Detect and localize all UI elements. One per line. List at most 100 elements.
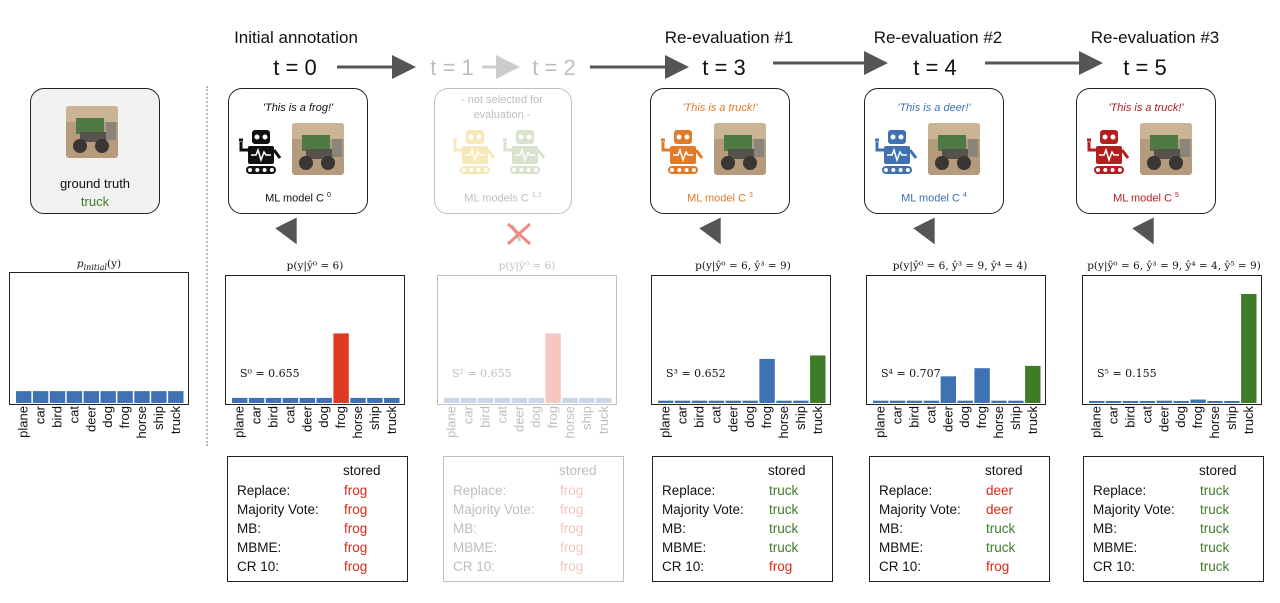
bar-truck [1241, 293, 1257, 403]
bar-bird [1122, 401, 1139, 403]
chart-panel: plane car bird cat deer dog frog horse ship truck [225, 275, 405, 439]
storage-table: stored Replace: truck Majority Vote: truck MB… [1083, 456, 1264, 582]
time-label: t = 0 [273, 55, 317, 80]
robot-body [661, 130, 704, 174]
table-row-value: frog [344, 521, 368, 536]
table-row-label: Majority Vote: [1093, 502, 1175, 517]
table-row-value: frog [986, 559, 1010, 574]
table-row-label: MB: [453, 521, 478, 536]
table-row-value: frog [560, 483, 584, 498]
table-row-value: frog [560, 540, 584, 555]
tick-label: deer [725, 405, 740, 432]
bar-dog [100, 391, 116, 403]
model-name: ML model C [687, 192, 746, 205]
tick-label: car [890, 405, 905, 424]
table-row-value: truck [1200, 559, 1230, 574]
table-row-value: truck [986, 521, 1016, 536]
tick-label: ship [151, 406, 166, 430]
table-row-label: MB: [662, 521, 687, 536]
tick-label: bird [1123, 406, 1138, 428]
bar-plane [1089, 401, 1105, 403]
tick-label: cat [923, 406, 938, 424]
tick-label: ship [367, 406, 382, 430]
bar-frog [759, 358, 775, 403]
tick-label: deer [1156, 405, 1171, 432]
robot-body [453, 130, 496, 174]
time-label: t = 5 [1123, 55, 1167, 80]
table-row-label: CR 10: [237, 559, 280, 574]
table-row-label: MBME: [453, 540, 498, 555]
bar-cat [66, 391, 83, 403]
chart-formula: p(y|ŷ⁰ = 6, ŷ³ = 9, ŷ⁴ = 4, ŷ⁵ = 9) [1087, 260, 1261, 272]
tick-label: plane [232, 406, 247, 438]
chart-panel: plane car bird cat deer dog frog horse ship truck [9, 272, 189, 439]
tick-label: cat [494, 406, 509, 424]
prior-formula: pinitial(y) [10, 258, 188, 272]
model-note: - not selected for evaluation - [461, 94, 543, 121]
bar-deer [83, 391, 99, 403]
tick-label: deer [83, 405, 98, 432]
tick-label: bird [692, 406, 707, 428]
tick-label: ship [1224, 406, 1239, 430]
tick-label: car [675, 405, 690, 424]
table-header: stored [343, 463, 381, 478]
tick-label: horse [991, 406, 1006, 439]
bar-deer [511, 397, 527, 403]
robot-body [239, 130, 282, 174]
tick-label: cat [708, 406, 723, 424]
time-label: t = 4 [913, 55, 957, 80]
table-row-value: truck [1200, 521, 1230, 536]
stage-title: Re-evaluation #1 [664, 28, 794, 47]
robot-body [503, 130, 546, 174]
bar-car [248, 397, 265, 403]
bar-dog [1173, 401, 1189, 403]
model-quote: 'This is a frog!' [262, 102, 334, 114]
robot-icon [503, 130, 546, 174]
bar-plane [658, 400, 674, 403]
chart-formula: p(y|ŷ⁰ = 6, ŷ³ = 9) [695, 260, 791, 272]
time-label: t = 3 [702, 55, 746, 80]
tick-label: horse [562, 406, 577, 439]
storage-table: stored Replace: frog Majority Vote: frog MB: f… [227, 456, 408, 582]
table-row-label: MBME: [879, 540, 924, 555]
model-quote: 'This is a truck!' [1108, 102, 1184, 114]
tick-label: truck [384, 406, 399, 435]
tick-label: bird [50, 406, 65, 428]
prior-formula-main: p [76, 258, 84, 270]
storage-table: stored Replace: truck Majority Vote: truck MB… [652, 456, 833, 582]
storage-table: stored Replace: deer Majority Vote: deer MB: t… [869, 456, 1050, 582]
chart-formula: p(y|ŷ⁰ = 6) [498, 260, 556, 272]
bar-dog [742, 400, 758, 403]
bar-frog [117, 391, 133, 403]
model-quote: 'This is a truck!' [682, 102, 758, 114]
model-sup: 4 [963, 192, 967, 199]
tick-label: deer [511, 405, 526, 432]
bar-cat [282, 397, 299, 403]
stage-title: Re-evaluation #3 [1090, 28, 1220, 47]
table-header: stored [768, 463, 806, 478]
robot-body [1087, 130, 1130, 174]
tick-label: car [461, 405, 476, 424]
model-name: ML model C [265, 192, 324, 205]
bar-deer [725, 400, 741, 403]
chart-panel: plane car bird cat deer dog frog horse ship truck [1082, 275, 1262, 439]
table-row-label: Replace: [237, 483, 291, 498]
bar-car [1105, 401, 1122, 403]
robot-icon [661, 130, 704, 174]
table-row-label: MB: [237, 521, 262, 536]
tick-label: dog [957, 406, 972, 428]
model-label: ML models C 1,2 [435, 192, 571, 205]
tick-label: plane [16, 406, 31, 438]
chart-formula: p(y|ŷ⁰ = 6) [286, 260, 344, 272]
table-row-label: CR 10: [1093, 559, 1136, 574]
prior-formula-rest: (y) [106, 258, 122, 270]
table-row-value: frog [560, 559, 584, 574]
bar-car [674, 400, 691, 403]
model-sup: 1,2 [531, 192, 542, 199]
table-row-value: truck [769, 502, 799, 517]
tick-label: truck [1025, 406, 1040, 435]
bar-ship [1224, 401, 1240, 403]
robot-icon [453, 130, 496, 174]
tick-label: ship [793, 406, 808, 430]
tick-label: car [1106, 405, 1121, 424]
